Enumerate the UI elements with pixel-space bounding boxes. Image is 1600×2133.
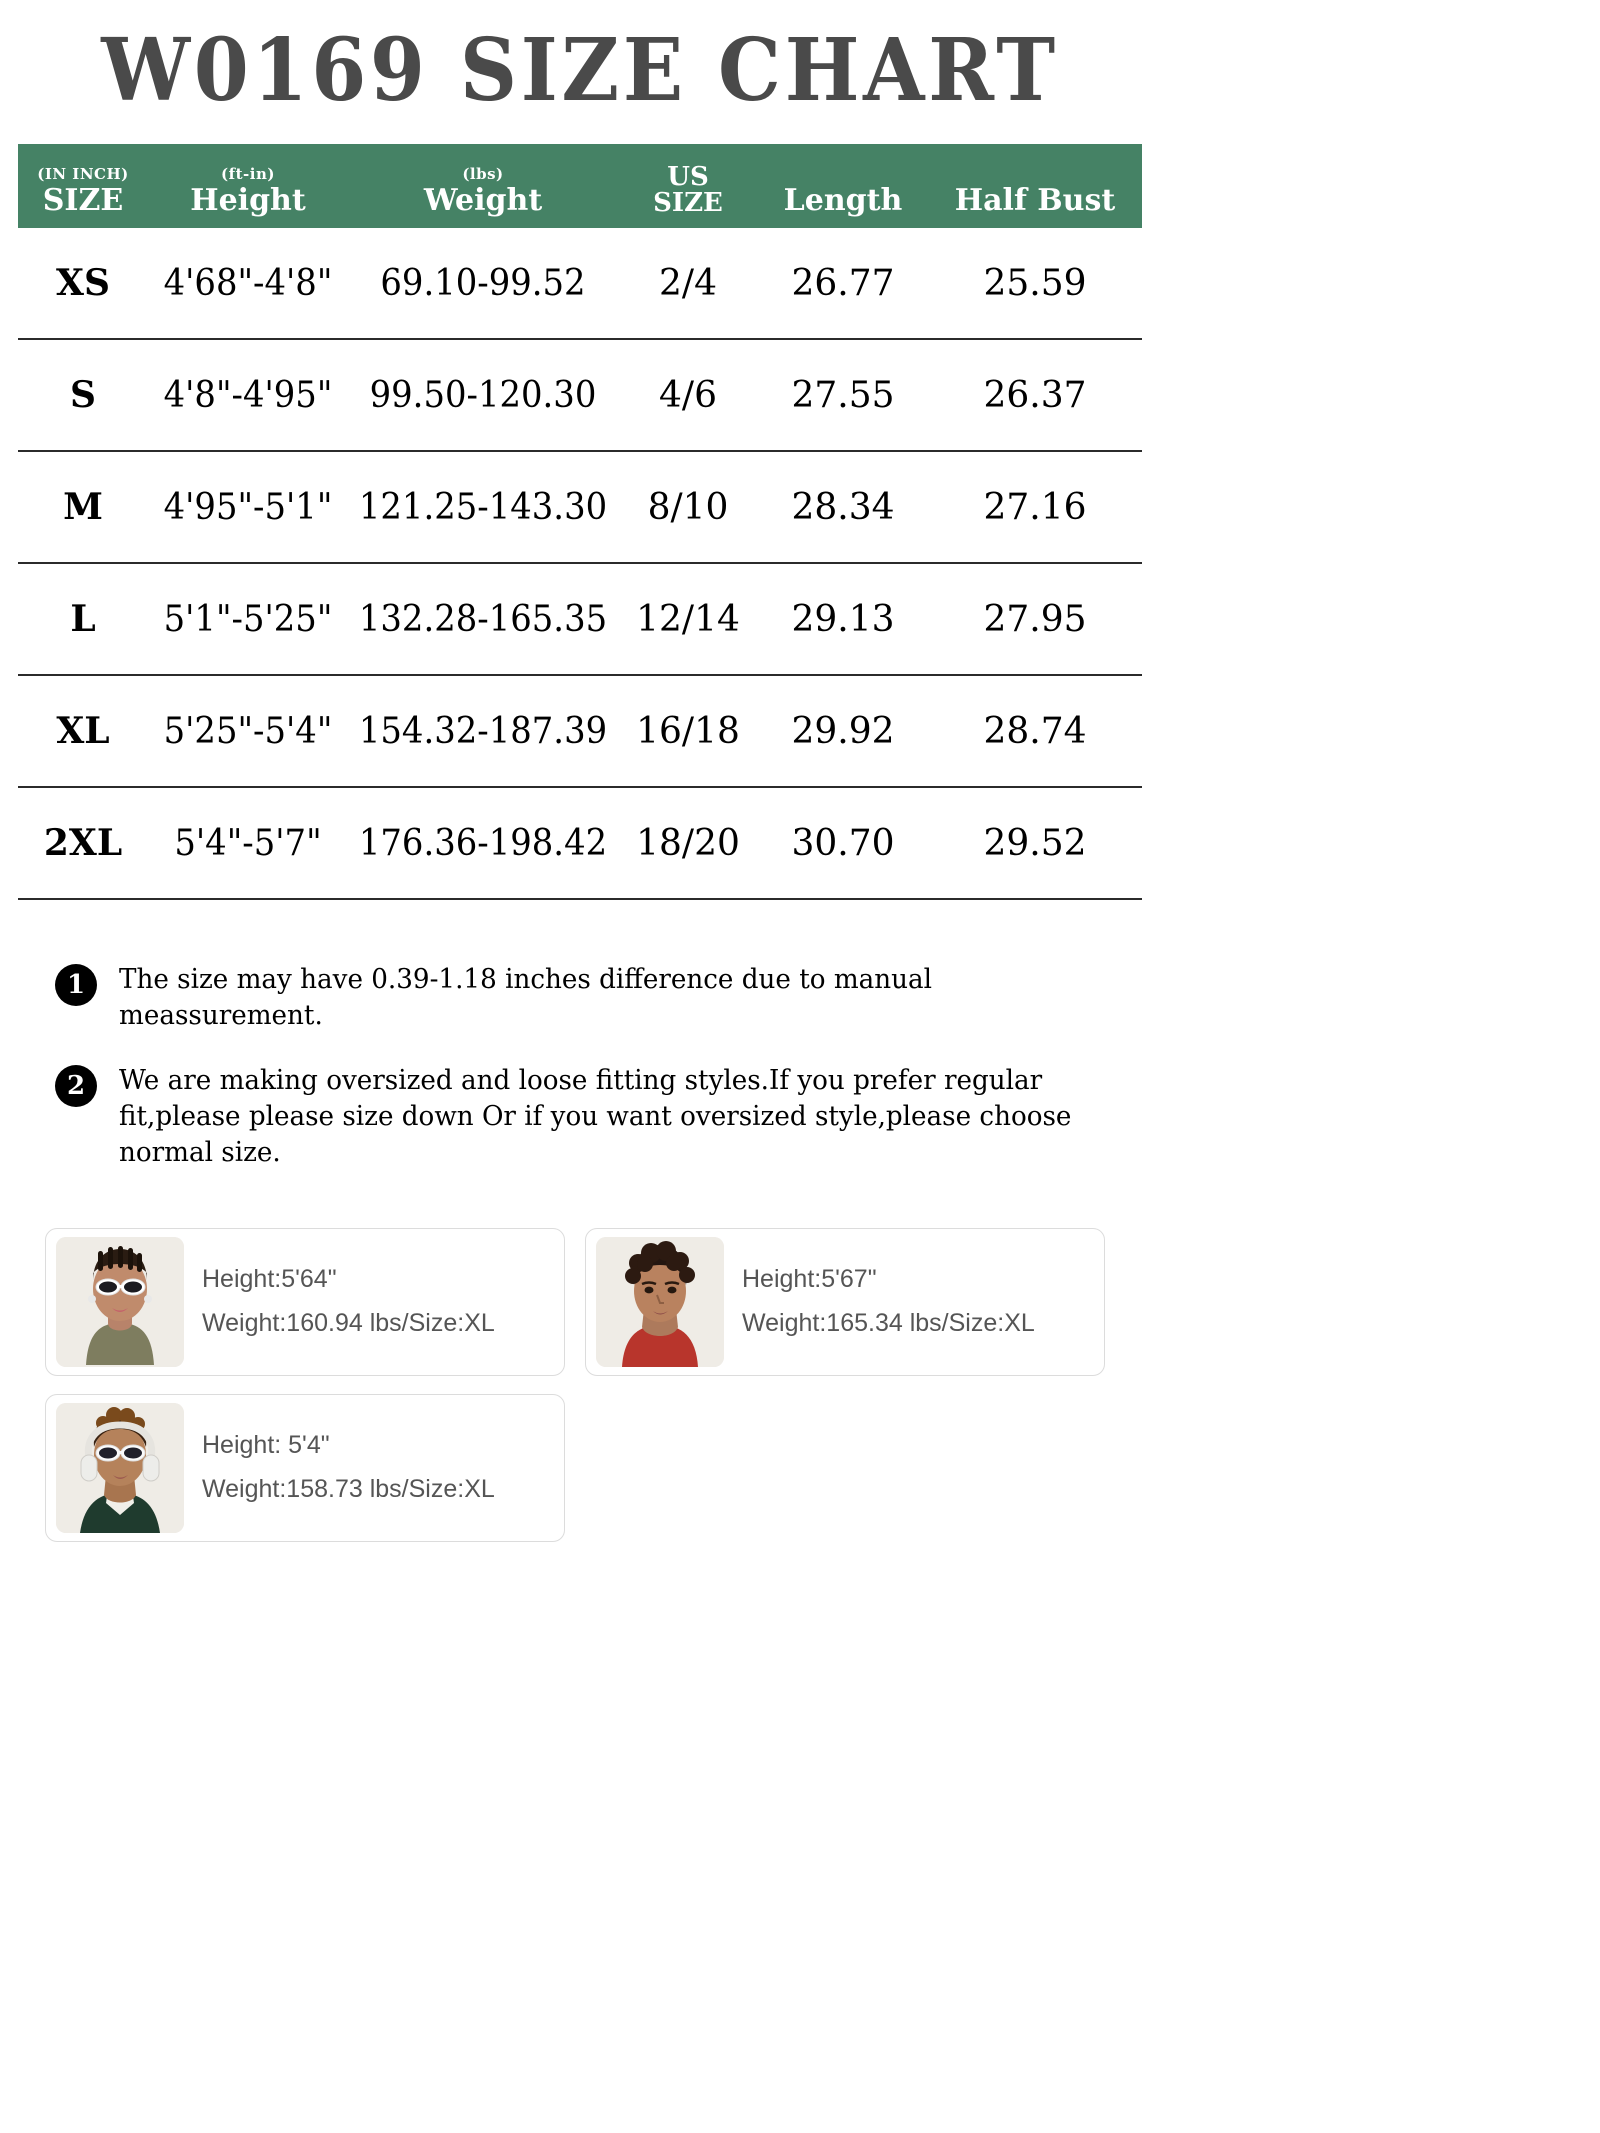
page-title: W0169 SIZE CHART <box>101 20 1059 121</box>
cell-size: M <box>18 451 148 564</box>
column-header-weight: (lbs) Weight <box>348 144 618 228</box>
model-height: Height: 5'4" <box>202 1431 330 1460</box>
cell-height: 4'68"-4'8" <box>154 228 342 340</box>
size-table-container: (IN INCH) SIZE (ft-in) Height (lbs) Weig… <box>18 144 1142 900</box>
column-header-size: (IN INCH) SIZE <box>18 144 148 228</box>
column-header-us-size: US SIZE <box>618 144 758 228</box>
table-row: XL 5'25"-5'4" 154.32-187.39 16/18 29.92 … <box>18 675 1142 788</box>
cell-half-bust: 26.37 <box>928 339 1142 452</box>
model-info: Height:5'64" Weight:160.94 lbs/Size:XL <box>184 1258 495 1346</box>
cell-size: S <box>18 339 148 452</box>
model-photo <box>56 1403 184 1534</box>
column-header-height: (ft-in) Height <box>148 144 348 228</box>
size-chart-page: W0169 SIZE CHART (IN INCH) SIZE (ft-in) … <box>18 20 1142 1543</box>
column-header-us-size-label: SIZE <box>653 188 723 218</box>
model-height: Height:5'67" <box>742 1265 877 1294</box>
cell-height: 5'1"-5'25" <box>154 563 342 676</box>
cell-half-bust: 27.16 <box>928 451 1142 564</box>
table-row: S 4'8"-4'95" 99.50-120.30 4/6 27.55 26.3… <box>18 339 1142 452</box>
column-header-height-unit: (ft-in) <box>221 165 275 183</box>
column-header-length-label: Length <box>783 182 903 218</box>
model-card: Height: 5'4" Weight:158.73 lbs/Size:XL <box>45 1394 565 1543</box>
cell-us-size: 16/18 <box>618 675 758 788</box>
cell-weight: 132.28-165.35 <box>356 563 610 676</box>
cell-length: 30.70 <box>758 787 928 900</box>
cell-size: XS <box>18 228 148 340</box>
cell-half-bust: 27.95 <box>928 563 1142 676</box>
column-header-us-size-top: US <box>667 162 709 192</box>
size-table-body: XS 4'68"-4'8" 69.10-99.52 2/4 26.77 25.5… <box>18 228 1142 900</box>
note-item: 2 We are making oversized and loose fitt… <box>55 1063 1105 1170</box>
cell-length: 29.92 <box>758 675 928 788</box>
cell-us-size: 18/20 <box>618 787 758 900</box>
column-header-weight-label: Weight <box>423 182 543 218</box>
note-text: The size may have 0.39-1.18 inches diffe… <box>119 964 932 1031</box>
cell-size: 2XL <box>18 787 148 900</box>
model-weight-size: Weight:165.34 lbs/Size:XL <box>742 1309 1035 1338</box>
cell-us-size: 8/10 <box>618 451 758 564</box>
cell-height: 4'8"-4'95" <box>154 339 342 452</box>
model-card: Height:5'64" Weight:160.94 lbs/Size:XL <box>45 1228 565 1377</box>
model-photo <box>596 1237 724 1368</box>
cell-height: 5'4"-5'7" <box>154 787 342 900</box>
column-header-height-label: Height <box>190 182 306 218</box>
note-number-badge: 2 <box>55 1065 97 1108</box>
model-info: Height: 5'4" Weight:158.73 lbs/Size:XL <box>184 1424 495 1512</box>
note-item: 1 The size may have 0.39-1.18 inches dif… <box>55 962 1105 1033</box>
notes-section: 1 The size may have 0.39-1.18 inches dif… <box>55 962 1105 1170</box>
cell-length: 28.34 <box>758 451 928 564</box>
cell-weight: 69.10-99.52 <box>356 228 610 340</box>
model-curly-red-hoodie-icon <box>596 1237 724 1368</box>
cell-us-size: 12/14 <box>618 563 758 676</box>
cell-length: 26.77 <box>758 228 928 340</box>
model-height: Height:5'64" <box>202 1265 337 1294</box>
column-header-weight-unit: (lbs) <box>462 165 504 183</box>
cell-size: L <box>18 563 148 676</box>
model-braids-sunglasses-icon <box>56 1237 184 1368</box>
model-weight-size: Weight:158.73 lbs/Size:XL <box>202 1475 495 1504</box>
table-row: M 4'95"-5'1" 121.25-143.30 8/10 28.34 27… <box>18 451 1142 564</box>
model-card: Height:5'67" Weight:165.34 lbs/Size:XL <box>585 1228 1105 1377</box>
column-header-half-bust-label: Half Bust <box>954 182 1116 218</box>
header-row: (IN INCH) SIZE (ft-in) Height (lbs) Weig… <box>18 144 1142 228</box>
model-photo <box>56 1237 184 1368</box>
table-row: L 5'1"-5'25" 132.28-165.35 12/14 29.13 2… <box>18 563 1142 676</box>
cell-us-size: 2/4 <box>618 228 758 340</box>
model-weight-size: Weight:160.94 lbs/Size:XL <box>202 1309 495 1338</box>
cell-weight: 121.25-143.30 <box>356 451 610 564</box>
model-info: Height:5'67" Weight:165.34 lbs/Size:XL <box>724 1258 1035 1346</box>
cell-height: 5'25"-5'4" <box>154 675 342 788</box>
note-text: We are making oversized and loose fittin… <box>119 1065 1072 1168</box>
cell-half-bust: 25.59 <box>928 228 1142 340</box>
size-table-header: (IN INCH) SIZE (ft-in) Height (lbs) Weig… <box>18 144 1142 228</box>
cell-size: XL <box>18 675 148 788</box>
table-row: 2XL 5'4"-5'7" 176.36-198.42 18/20 30.70 … <box>18 787 1142 900</box>
table-row: XS 4'68"-4'8" 69.10-99.52 2/4 26.77 25.5… <box>18 228 1142 340</box>
column-header-size-unit: (IN INCH) <box>37 165 129 183</box>
column-header-size-label: SIZE <box>42 182 124 218</box>
column-header-half-bust: Half Bust <box>928 144 1142 228</box>
cell-us-size: 4/6 <box>618 339 758 452</box>
column-header-length: Length <box>758 144 928 228</box>
cell-length: 29.13 <box>758 563 928 676</box>
cell-weight: 176.36-198.42 <box>356 787 610 900</box>
cell-height: 4'95"-5'1" <box>154 451 342 564</box>
model-headphones-sunglasses-icon <box>56 1403 184 1534</box>
cell-length: 27.55 <box>758 339 928 452</box>
size-table: (IN INCH) SIZE (ft-in) Height (lbs) Weig… <box>18 144 1142 900</box>
note-number-badge: 1 <box>55 964 97 1006</box>
cell-weight: 99.50-120.30 <box>356 339 610 452</box>
model-cards-section: Height:5'64" Weight:160.94 lbs/Size:XL <box>45 1228 1115 1543</box>
cell-weight: 154.32-187.39 <box>356 675 610 788</box>
cell-half-bust: 28.74 <box>928 675 1142 788</box>
cell-half-bust: 29.52 <box>928 787 1142 900</box>
